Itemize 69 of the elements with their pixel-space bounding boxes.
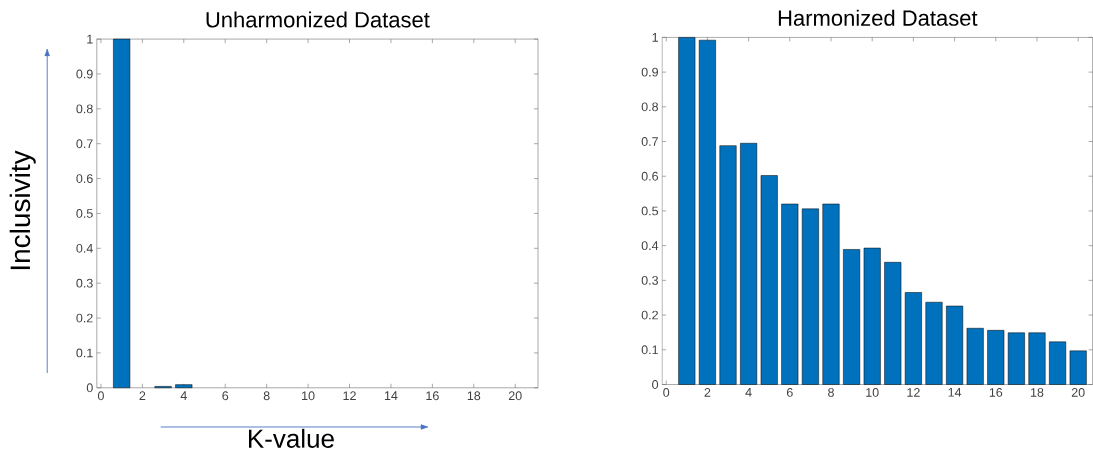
y-tick-label: 0.6 bbox=[76, 174, 93, 183]
bar bbox=[113, 38, 131, 389]
x-tick-label: 2 bbox=[704, 388, 711, 397]
bar bbox=[987, 330, 1005, 385]
y-tick-label: 1 bbox=[652, 33, 658, 42]
y-tick-label: 0.1 bbox=[76, 348, 93, 358]
y-tick-label: 0.4 bbox=[76, 243, 93, 253]
bar bbox=[966, 328, 984, 385]
x-tick-label: 12 bbox=[343, 391, 356, 401]
bar bbox=[884, 262, 902, 385]
bar bbox=[175, 384, 193, 389]
bar bbox=[760, 175, 778, 385]
y-tick-label: 0.5 bbox=[76, 209, 93, 218]
y-tick-label: 0.4 bbox=[641, 241, 659, 251]
bar bbox=[904, 292, 922, 385]
y-tick-label: 0.9 bbox=[76, 69, 93, 79]
y-tick-label: 0.2 bbox=[641, 310, 658, 320]
bar bbox=[801, 208, 819, 385]
y-tick-label: 1 bbox=[87, 34, 93, 44]
bar bbox=[946, 305, 964, 385]
bar bbox=[678, 37, 696, 385]
x-tick-label: 2 bbox=[139, 391, 146, 401]
x-tick-label: 12 bbox=[907, 388, 920, 397]
x-tick-label: 8 bbox=[263, 391, 270, 401]
x-tick-label: 4 bbox=[180, 391, 187, 400]
x-tick-label: 18 bbox=[1030, 388, 1044, 397]
bar bbox=[719, 145, 737, 385]
x-tick-label: 16 bbox=[989, 388, 1003, 397]
bar bbox=[822, 203, 840, 385]
bar bbox=[1028, 332, 1046, 385]
x-tick-label: 6 bbox=[786, 388, 793, 397]
x-tick-label: 0 bbox=[97, 391, 104, 401]
bar bbox=[1069, 350, 1087, 385]
chart-title: Harmonized Dataset bbox=[778, 9, 978, 26]
x-tick-label: 10 bbox=[866, 388, 879, 397]
y-tick-label: 0.7 bbox=[76, 139, 93, 149]
bar bbox=[925, 301, 943, 385]
x-tick-label: 14 bbox=[948, 388, 962, 397]
y-tick-label: 0.1 bbox=[641, 345, 658, 355]
y-tick-label: 0.8 bbox=[641, 102, 659, 112]
x-axis-title: K-value bbox=[248, 428, 334, 448]
x-tick-label: 10 bbox=[302, 391, 315, 401]
y-tick-label: 0.9 bbox=[641, 67, 658, 77]
y-tick-label: 0.5 bbox=[641, 206, 659, 216]
x-tick-label: 20 bbox=[1071, 388, 1085, 397]
y-tick-label: 0.3 bbox=[641, 275, 659, 285]
bar bbox=[863, 247, 881, 385]
y-axis-title: Inclusivity bbox=[9, 150, 36, 270]
x-tick-label: 16 bbox=[426, 391, 439, 401]
y-tick-label: 0.8 bbox=[76, 104, 93, 114]
chart-title: Unharmonized Dataset bbox=[206, 11, 430, 28]
y-tick-label: 0.2 bbox=[76, 313, 93, 323]
x-tick-label: 6 bbox=[222, 391, 229, 401]
bar bbox=[781, 203, 799, 385]
x-tick-label: 0 bbox=[663, 388, 670, 397]
y-tick-label: 0.7 bbox=[641, 137, 658, 146]
x-tick-label: 14 bbox=[384, 391, 398, 400]
x-tick-label: 20 bbox=[508, 391, 522, 401]
bar bbox=[740, 143, 758, 385]
bar bbox=[698, 39, 716, 385]
x-tick-label: 18 bbox=[467, 391, 481, 401]
bar bbox=[1007, 332, 1025, 385]
bar bbox=[1049, 341, 1067, 385]
y-tick-label: 0 bbox=[652, 380, 659, 389]
x-tick-label: 4 bbox=[745, 388, 752, 397]
x-tick-label: 8 bbox=[828, 388, 834, 397]
y-tick-label: 0.6 bbox=[641, 171, 659, 181]
y-tick-label: 0.3 bbox=[76, 278, 93, 288]
bar bbox=[843, 249, 861, 385]
